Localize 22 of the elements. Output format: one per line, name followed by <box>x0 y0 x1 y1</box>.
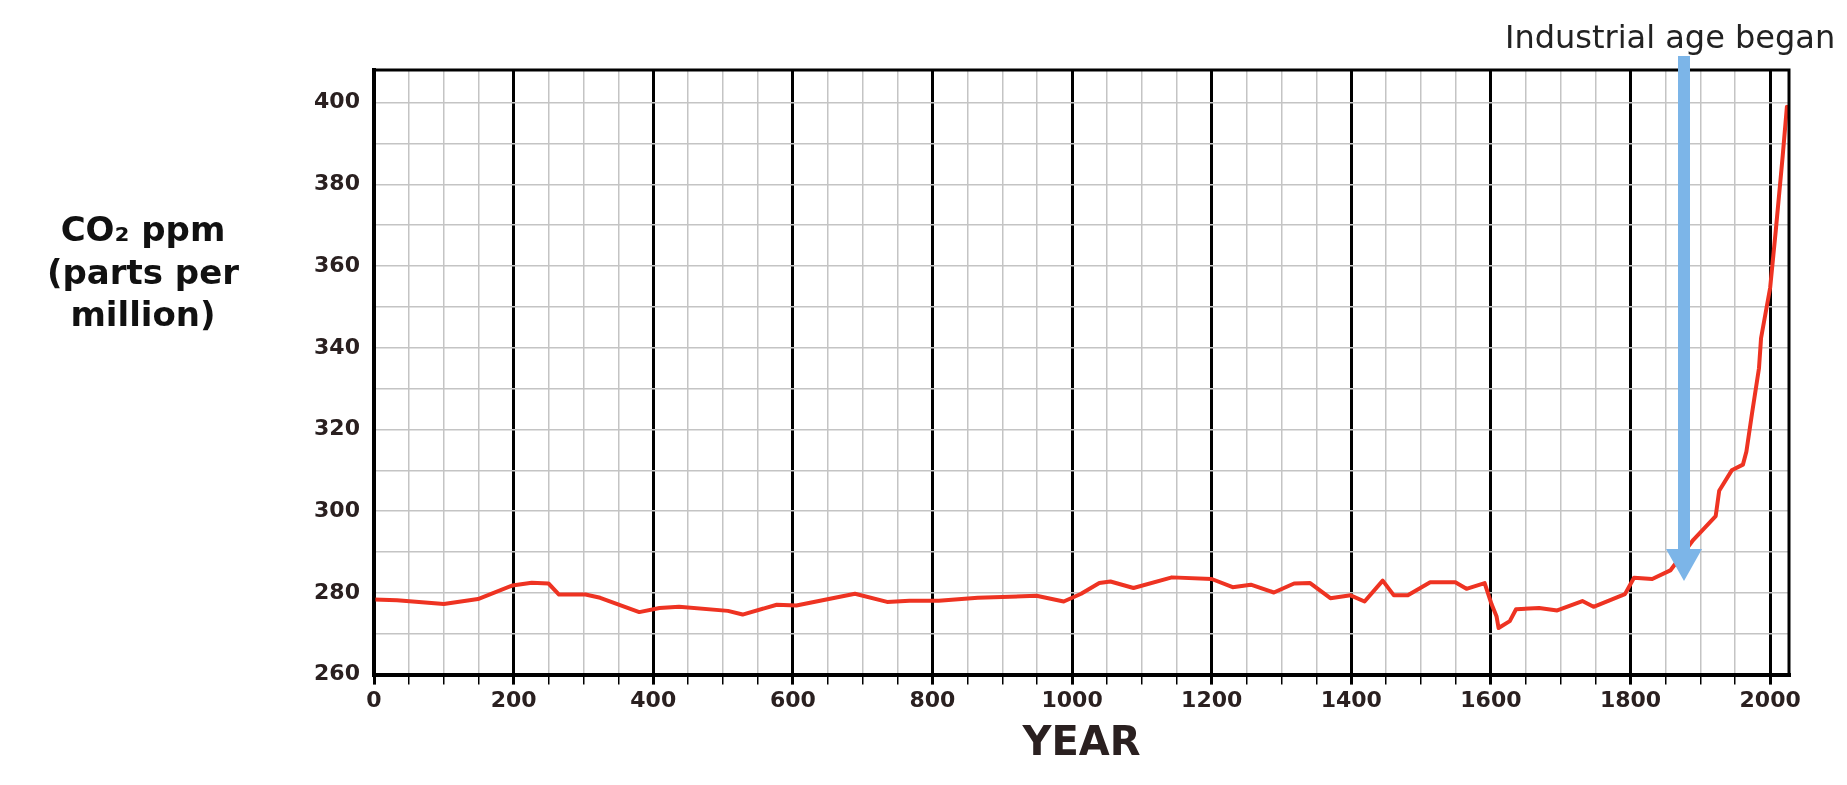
x-tick-label: 1200 <box>1181 686 1243 712</box>
x-tick-label: 1600 <box>1460 686 1522 712</box>
y-axis-title: CO₂ ppm (parts per million) <box>45 208 241 336</box>
x-axis-title: YEAR <box>1021 718 1141 765</box>
y-tick-label: 380 <box>314 170 360 196</box>
x-tick-label: 400 <box>630 686 677 712</box>
x-tick-label: 2000 <box>1739 686 1801 712</box>
y-tick-label: 300 <box>314 496 360 522</box>
text: Industrial age began <box>1505 18 1836 56</box>
x-tick-label: 1000 <box>1041 686 1103 712</box>
x-tick-label: 1400 <box>1320 686 1382 712</box>
x-tick-label: 200 <box>490 686 537 712</box>
y-tick-label: 320 <box>314 415 360 441</box>
y-tick-label: 260 <box>314 660 360 686</box>
x-tick-label: 600 <box>769 686 816 712</box>
x-tick-label: 0 <box>366 686 382 712</box>
y-tick-label: 340 <box>314 333 360 359</box>
y-tick-label: 280 <box>314 578 360 604</box>
y-tick-label: 400 <box>314 88 360 114</box>
y-tick-label: 360 <box>314 251 360 277</box>
x-tick-label: 1800 <box>1599 686 1662 712</box>
x-tick-label: 800 <box>909 686 956 712</box>
